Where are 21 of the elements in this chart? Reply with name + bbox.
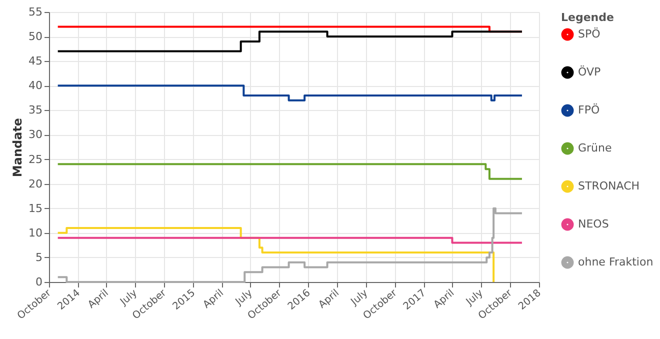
y-tick-label: 0: [36, 276, 42, 288]
legend-label: SPÖ: [578, 26, 601, 40]
y-tick-label: 55: [28, 6, 42, 18]
y-tick-label: 15: [28, 202, 42, 215]
y-tick-label: 25: [28, 152, 42, 166]
y-axis-title: Mandate: [10, 118, 25, 178]
y-tick-label: 30: [28, 128, 42, 142]
legend-label: STRONACH: [578, 180, 640, 192]
legend-title: Legende: [561, 11, 614, 24]
y-tick-label: 10: [28, 226, 42, 240]
legend-label: Grüne: [578, 142, 612, 154]
legend-label: ÖVP: [578, 64, 601, 78]
legend-label: NEOS: [578, 218, 609, 230]
y-tick-label: 20: [28, 177, 42, 190]
y-tick-label: 35: [28, 104, 42, 117]
y-tick-label: 40: [28, 79, 42, 92]
legend-label: ohne Fraktion: [578, 256, 654, 268]
y-tick-label: 50: [28, 30, 42, 44]
y-tick-label: 5: [36, 250, 42, 264]
legend-label: FPÖ: [578, 102, 600, 116]
y-tick-label: 45: [28, 54, 42, 68]
